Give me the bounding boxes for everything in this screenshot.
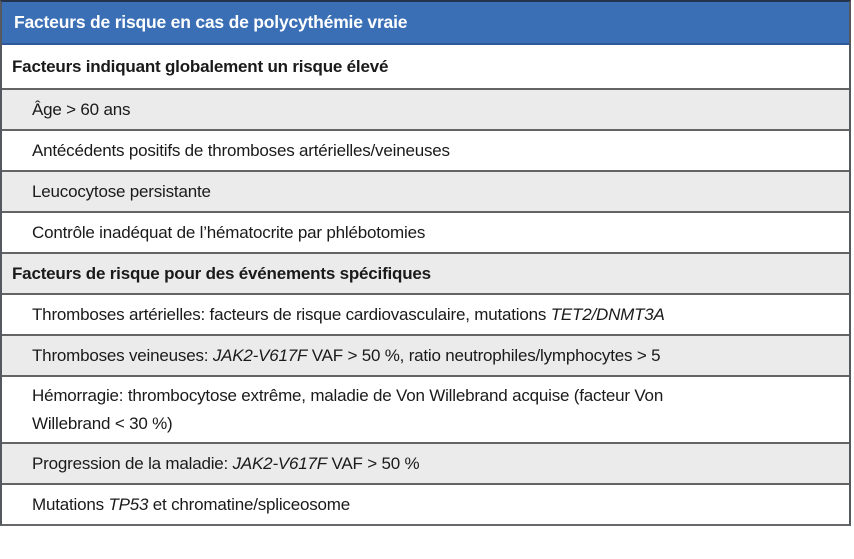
section-row-global-risk: Facteurs indiquant globalement un risque…	[2, 45, 849, 88]
row-text: Âge > 60 ans	[32, 99, 130, 121]
text-segment: VAF > 50 %	[327, 453, 420, 473]
text-segment: Antécédents positifs de thromboses artér…	[32, 140, 450, 160]
gene-name-italic: TET2/DNMT3A	[550, 304, 665, 324]
text-segment: Thromboses artérielles: facteurs de risq…	[32, 304, 551, 324]
item-row-leukocytosis: Leucocytose persistante	[2, 170, 849, 211]
item-row-thrombosis-history: Antécédents positifs de thromboses artér…	[2, 129, 849, 170]
table-title: Facteurs de risque en cas de polycythémi…	[14, 12, 408, 32]
row-text: Mutations TP53 et chromatine/spliceosome	[32, 494, 350, 516]
item-row-arterial-thrombosis: Thromboses artérielles: facteurs de risq…	[2, 293, 849, 334]
text-segment: Willebrand < 30 %)	[32, 413, 173, 433]
text-segment: Contrôle inadéquat de l’hématocrite par …	[32, 222, 426, 242]
table-title-bar: Facteurs de risque en cas de polycythémi…	[2, 2, 849, 45]
item-row-disease-progression: Progression de la maladie: JAK2-V617F VA…	[2, 442, 849, 483]
row-text: Thromboses veineuses: JAK2-V617F VAF > 5…	[32, 345, 661, 367]
risk-factor-table: Facteurs de risque en cas de polycythémi…	[0, 0, 851, 526]
item-row-hematocrit-control: Contrôle inadéquat de l’hématocrite par …	[2, 211, 849, 252]
row-text: Antécédents positifs de thromboses artér…	[32, 140, 450, 162]
item-row-age: Âge > 60 ans	[2, 88, 849, 129]
text-segment: VAF > 50 %, ratio neutrophiles/lymphocyt…	[307, 345, 661, 365]
section-row-specific-events: Facteurs de risque pour des événements s…	[2, 252, 849, 293]
gene-name-italic: JAK2-V617F	[232, 453, 328, 473]
item-row-venous-thrombosis: Thromboses veineuses: JAK2-V617F VAF > 5…	[2, 334, 849, 375]
row-text: Hémorragie: thrombocytose extrême, malad…	[32, 382, 663, 438]
text-segment: Hémorragie: thrombocytose extrême, malad…	[32, 385, 664, 405]
text-segment: et chromatine/spliceosome	[148, 494, 351, 514]
item-row-mutations: Mutations TP53 et chromatine/spliceosome	[2, 483, 849, 524]
table-rows: Facteurs indiquant globalement un risque…	[2, 45, 849, 524]
row-text: Facteurs indiquant globalement un risque…	[12, 56, 388, 78]
row-text: Leucocytose persistante	[32, 181, 211, 203]
text-segment: Mutations	[32, 494, 109, 514]
item-row-hemorrhage: Hémorragie: thrombocytose extrême, malad…	[2, 375, 849, 442]
text-segment: Facteurs indiquant globalement un risque…	[12, 56, 389, 76]
gene-name-italic: JAK2-V617F	[212, 345, 308, 365]
text-segment: Progression de la maladie:	[32, 453, 233, 473]
row-text: Progression de la maladie: JAK2-V617F VA…	[32, 453, 420, 475]
row-text: Facteurs de risque pour des événements s…	[12, 263, 431, 285]
row-text: Thromboses artérielles: facteurs de risq…	[32, 304, 665, 326]
text-segment: Facteurs de risque pour des événements s…	[12, 263, 431, 283]
text-segment: Leucocytose persistante	[32, 181, 211, 201]
gene-name-italic: TP53	[108, 494, 149, 514]
text-segment: Thromboses veineuses:	[32, 345, 213, 365]
text-segment: Âge > 60 ans	[32, 99, 131, 119]
row-text: Contrôle inadéquat de l’hématocrite par …	[32, 222, 425, 244]
